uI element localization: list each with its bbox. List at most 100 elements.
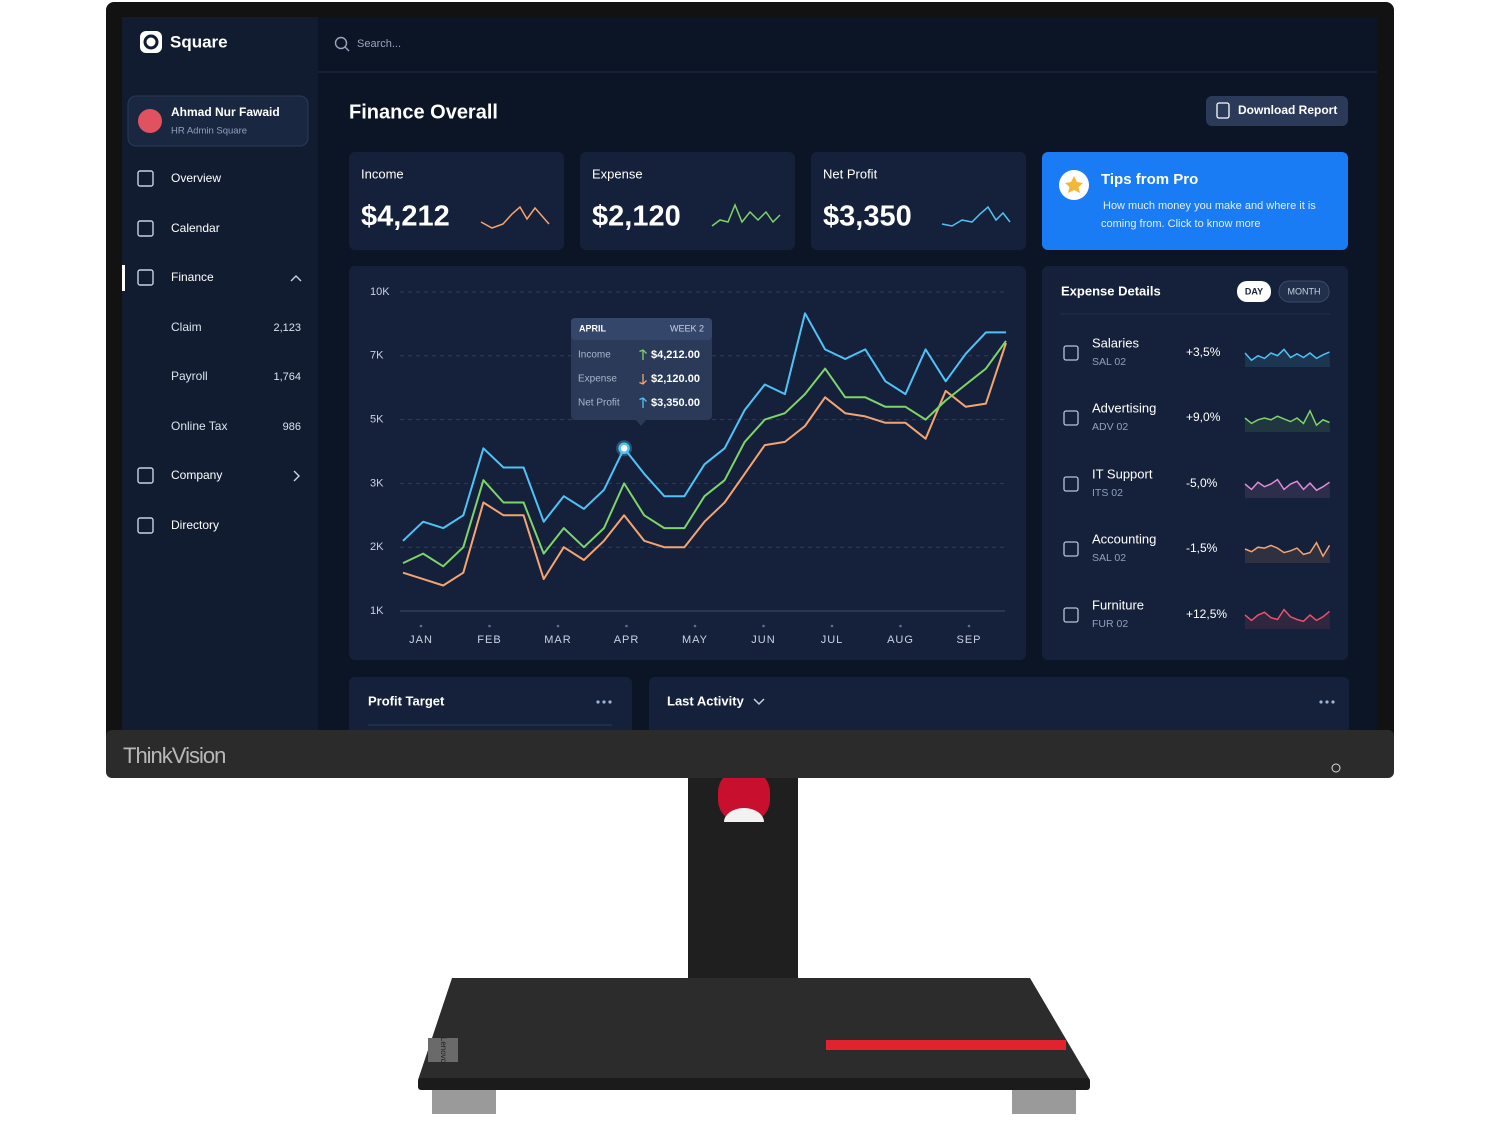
x-tick-dot	[419, 624, 423, 628]
search-icon	[334, 36, 348, 50]
sparkline	[1244, 348, 1330, 362]
x-tick-label: MAR	[544, 634, 571, 646]
tooltip-label: Income	[578, 350, 611, 361]
bezel-chin	[106, 730, 1394, 778]
expense-name: Furniture	[1092, 597, 1144, 612]
screen: Square Search... Ahmad Nur Fawaid HR Admin …	[122, 17, 1377, 730]
stat-label: Income	[361, 166, 404, 181]
expense-name: Salaries	[1092, 335, 1139, 350]
subnav-item[interactable]: Claim	[171, 320, 202, 334]
highlight-point	[618, 442, 630, 455]
nav-item[interactable]: Overview	[171, 171, 221, 185]
tooltip-header	[571, 318, 712, 340]
brand: Square	[170, 32, 228, 51]
tooltip-arrow	[639, 349, 647, 354]
x-tick-label: SEP	[956, 634, 981, 646]
stand-white-cap	[724, 808, 764, 822]
nav-icon	[137, 517, 154, 534]
dropdown-chevron[interactable]	[753, 698, 765, 706]
tooltip-value: $4,212.00	[651, 349, 700, 361]
expense-change: +3,5%	[1186, 345, 1221, 359]
expense-icon	[1063, 410, 1079, 426]
expense-card	[1042, 266, 1348, 660]
sparkline	[711, 203, 781, 227]
nav-item[interactable]: Company	[171, 468, 222, 482]
power-button[interactable]	[1331, 763, 1341, 773]
more-menu[interactable]	[1319, 700, 1335, 704]
user-role: HR Admin Square	[171, 126, 247, 137]
tab-label[interactable]: DAY	[1245, 286, 1263, 296]
expense-icon	[1063, 345, 1079, 361]
x-tick-dot	[625, 624, 628, 628]
x-tick-label: JUN	[751, 634, 775, 646]
tips-title[interactable]: Tips from Pro	[1101, 171, 1198, 188]
nav-item[interactable]: Directory	[171, 518, 219, 532]
tab-month[interactable]	[1278, 280, 1330, 303]
expense-code: ADV 02	[1092, 421, 1128, 433]
download-button[interactable]	[1206, 96, 1348, 126]
tips-text: coming from. Click to know more	[1101, 218, 1261, 230]
stat-card	[811, 152, 1026, 250]
last-activity-card	[649, 677, 1349, 730]
x-tick-dot	[693, 624, 697, 628]
series-line	[402, 312, 1006, 542]
tooltip-value: $2,120.00	[651, 373, 700, 385]
nav-item[interactable]: Calendar	[171, 221, 220, 235]
x-tick-label: MAY	[682, 634, 708, 646]
more-menu[interactable]	[596, 700, 612, 704]
x-tick-label: JUL	[821, 634, 844, 646]
expense-title: Expense Details	[1061, 283, 1161, 298]
card-title: Profit Target	[368, 693, 445, 708]
user-card[interactable]	[127, 95, 309, 147]
x-tick-dot	[830, 624, 834, 628]
y-tick-label: 1K	[370, 605, 384, 617]
stand-base-edge	[418, 1078, 1090, 1090]
subnav-item[interactable]: Payroll	[171, 369, 208, 383]
tooltip-pointer	[636, 420, 646, 426]
stat-value: $4,212	[361, 201, 450, 233]
expense-code: SAL 02	[1092, 552, 1126, 564]
monitor-brand: ThinkVision	[123, 743, 225, 768]
expense-change: +12,5%	[1186, 607, 1227, 621]
sparkline	[1244, 409, 1330, 427]
y-tick-label: 5K	[370, 414, 384, 426]
stand-foot	[432, 1090, 496, 1114]
tooltip	[571, 318, 712, 420]
search-placeholder[interactable]: Search...	[357, 38, 401, 50]
expense-change: -1,5%	[1186, 541, 1218, 555]
chart-card	[349, 266, 1026, 660]
expense-name: Accounting	[1092, 531, 1156, 546]
nav-item[interactable]: Finance	[171, 270, 214, 284]
tooltip-label: Expense	[578, 374, 617, 385]
x-tick-label: AUG	[887, 634, 914, 646]
logo-mark	[143, 34, 159, 50]
series-line	[402, 340, 1007, 568]
tab-label[interactable]: MONTH	[1288, 286, 1321, 296]
search-icon	[344, 46, 350, 52]
stat-label: Expense	[592, 166, 643, 181]
sparkline	[941, 205, 1011, 227]
stand-base	[418, 978, 1090, 1080]
expense-code: FUR 02	[1092, 618, 1128, 630]
tab-day[interactable]	[1237, 281, 1271, 302]
avatar	[138, 109, 162, 133]
expense-icon	[1063, 476, 1079, 492]
nav-chevron[interactable]	[293, 470, 300, 482]
logo-icon	[140, 31, 162, 53]
card-title[interactable]: Last Activity	[667, 693, 745, 708]
tooltip-label: Net Profit	[578, 398, 620, 409]
x-tick-label: APR	[614, 634, 640, 646]
sparkline-area	[1245, 349, 1330, 367]
stat-card	[349, 152, 564, 250]
stand-foot	[1012, 1090, 1076, 1114]
tips-card[interactable]	[1042, 152, 1348, 250]
base-logo-plate	[428, 1038, 458, 1062]
expense-code: SAL 02	[1092, 356, 1126, 368]
tips-text: How much money you make and where it is	[1103, 200, 1316, 212]
download-label[interactable]: Download Report	[1238, 103, 1337, 117]
y-tick-label: 2K	[370, 541, 384, 553]
star	[1065, 176, 1083, 193]
subnav-item[interactable]: Online Tax	[171, 419, 227, 433]
nav-chevron[interactable]	[290, 275, 302, 282]
